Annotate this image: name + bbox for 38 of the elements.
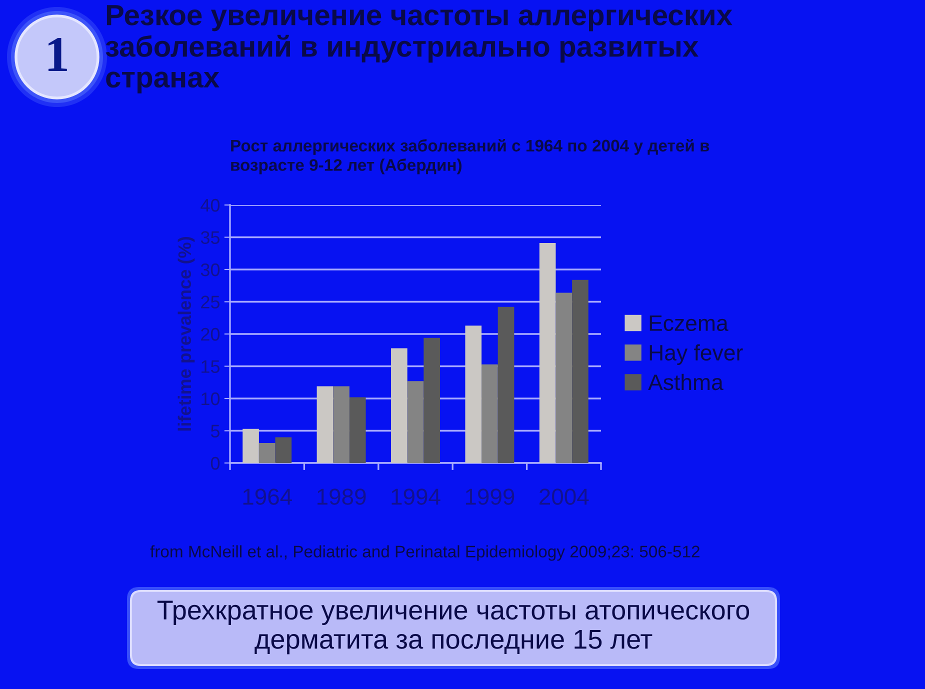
y-tick-label: 5 [210, 424, 220, 438]
chart-title: Резкое увеличение частоты аллергических заболеваний в индустриально развитых странах [106, 5, 732, 94]
bar [349, 397, 366, 463]
text: 1 [48, 38, 67, 72]
y-tick-label: 30 [200, 263, 220, 276]
bar [316, 386, 334, 463]
y-tick-label: 0 [210, 456, 220, 470]
chart-subtitle: Рост аллергических заболеваний с 1964 по 2004 у детей в возрасте 9-12 лет (Абердин) [231, 139, 710, 174]
bar [465, 326, 482, 463]
bar [539, 243, 556, 463]
bar [258, 443, 276, 463]
x-tick-label: 2004 [540, 488, 589, 505]
bar [482, 364, 498, 463]
y-tick-label: 35 [200, 231, 220, 244]
y-tick-label: 10 [202, 392, 220, 406]
legend-label: Hay fever [650, 344, 743, 365]
bar [275, 437, 292, 463]
text: from McNeill et al., Pediatric and Perinatal Epidemiology 2009;23: 506-512 [150, 545, 700, 561]
y-tick-label: 15 [202, 360, 220, 373]
bar [391, 348, 408, 463]
bar [242, 428, 259, 463]
y-tick-label: 25 [201, 296, 220, 308]
legend-label: Asthma [648, 374, 724, 390]
bar [333, 386, 350, 463]
y-tick-label: 20 [201, 328, 220, 341]
bar [572, 280, 588, 463]
y-axis-title: lifetime prevalence (%) [178, 237, 195, 431]
y-tick-label: 40 [200, 198, 220, 212]
bar [407, 381, 424, 463]
legend-label: Eczema [650, 315, 728, 331]
x-tick-label: 1964 [243, 488, 292, 505]
bar [498, 306, 514, 463]
bar [424, 338, 440, 463]
bar [556, 292, 572, 463]
x-tick-label: 1999 [466, 488, 514, 505]
text: Трехкратное увеличение частоты атопического дерматита за последние 15 лет [157, 600, 750, 654]
x-tick-label: 1989 [318, 488, 366, 505]
x-tick-label: 1994 [392, 488, 440, 505]
